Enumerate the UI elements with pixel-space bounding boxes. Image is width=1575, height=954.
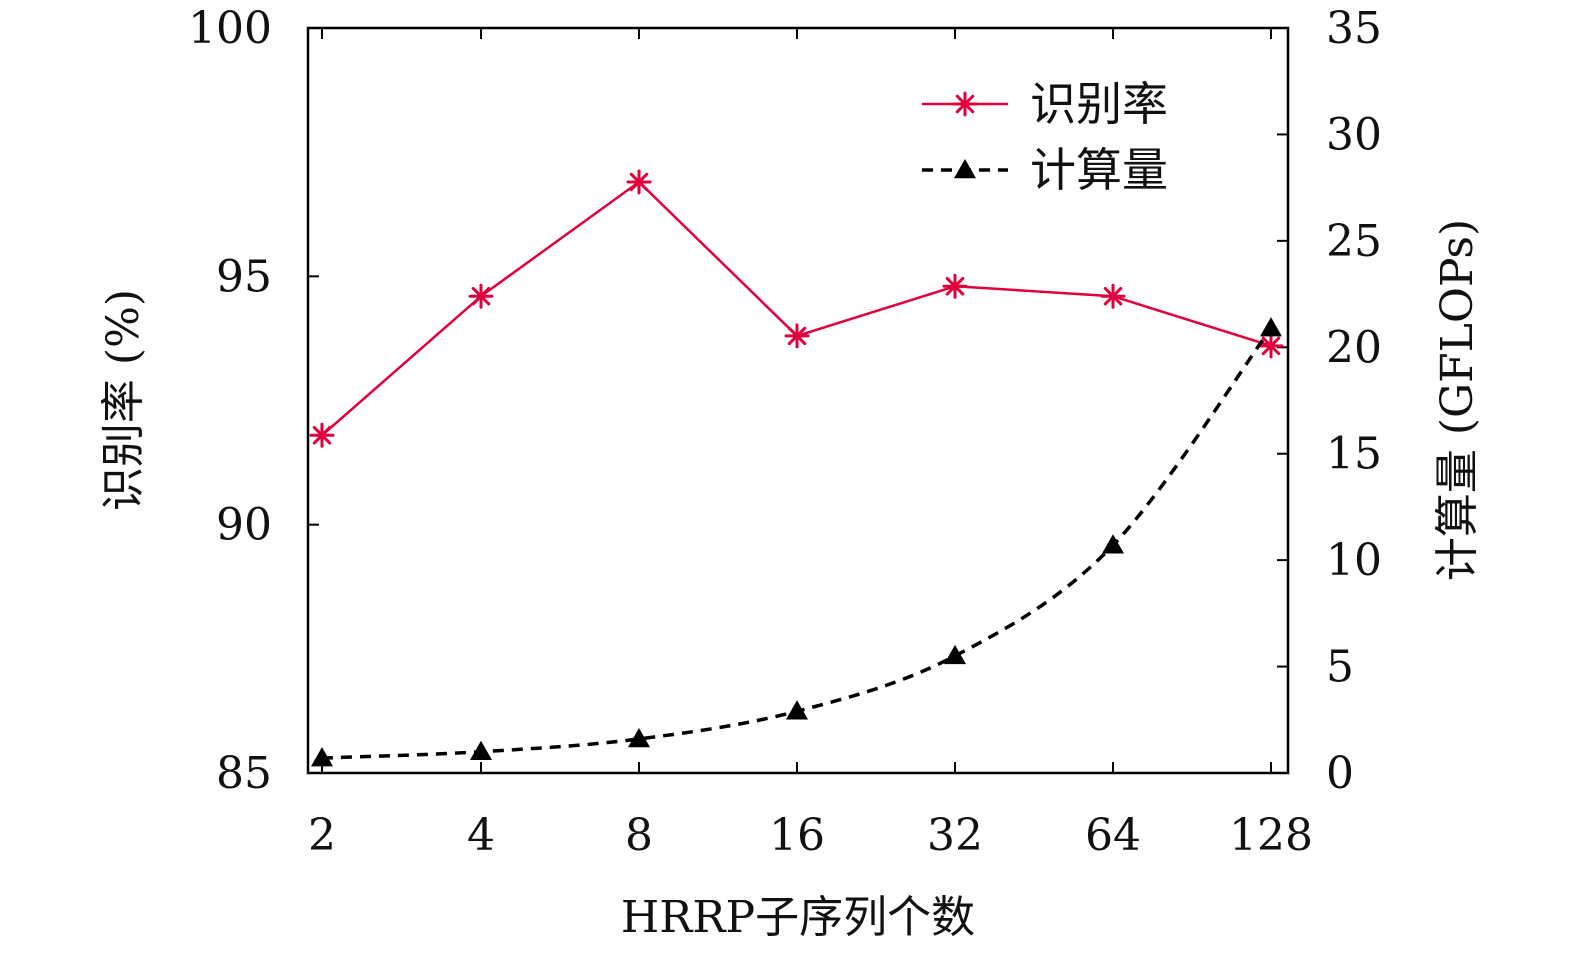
x-tick-label: 32 xyxy=(927,810,983,861)
asterisk-strokes xyxy=(309,422,335,448)
left-y-tick-label: 100 xyxy=(188,3,272,54)
legend-marker-computation xyxy=(954,159,976,179)
plot-frame xyxy=(306,26,1290,775)
x-tick-label: 8 xyxy=(625,810,653,861)
left-y-axis-title: 识别率 (%) xyxy=(98,289,149,511)
data-point-computation xyxy=(1102,534,1124,554)
x-tick-label: 2 xyxy=(308,810,336,861)
left-y-tick-label: 95 xyxy=(216,251,272,302)
legend-marker-recognition xyxy=(952,91,978,117)
asterisk-strokes xyxy=(942,273,968,299)
legend-label-computation: 计算量 xyxy=(1030,143,1168,197)
x-axis-title: HRRP子序列个数 xyxy=(621,892,975,943)
series-line-computation xyxy=(321,327,1273,760)
asterisk-strokes xyxy=(784,323,810,349)
data-point-computation xyxy=(311,747,333,767)
legend-asterisk xyxy=(952,91,978,117)
right-y-tick-label: 20 xyxy=(1326,322,1382,373)
right-y-tick-label: 35 xyxy=(1326,3,1382,54)
legend-triangle xyxy=(954,159,976,179)
asterisk-strokes xyxy=(952,91,978,117)
right-y-tick-label: 30 xyxy=(1326,109,1382,160)
right-y-tick-label: 10 xyxy=(1326,535,1382,586)
x-tick-label: 16 xyxy=(769,810,825,861)
data-point-computation xyxy=(786,700,808,720)
legend-label-recognition: 识别率 xyxy=(1030,77,1168,131)
right-y-axis-title: 计算量 (GFLOPs) xyxy=(1432,219,1483,581)
legend: 识别率 计算量 xyxy=(922,77,1168,197)
left-y-tick-label: 85 xyxy=(216,748,272,799)
asterisk-strokes xyxy=(1100,283,1126,309)
x-tick-label: 64 xyxy=(1085,810,1141,861)
ticks-layer: 2 4 8 16 32 64 128 85 90 95 100 0 5 10 15 20 25 30 35 xyxy=(188,3,1382,861)
data-point-recognition xyxy=(309,422,335,448)
right-y-tick-label: 25 xyxy=(1326,216,1382,267)
x-tick-label: 4 xyxy=(467,810,495,861)
right-y-tick-label: 15 xyxy=(1326,429,1382,480)
data-point-recognition xyxy=(1100,283,1126,309)
data-point-computation xyxy=(944,644,966,665)
x-tick-label: 128 xyxy=(1229,810,1313,861)
data-point-computation xyxy=(1260,317,1282,337)
data-point-computation xyxy=(470,740,492,760)
right-y-tick-label: 0 xyxy=(1326,748,1354,799)
series-line-recognition xyxy=(321,180,1272,437)
series-layer xyxy=(309,169,1284,767)
asterisk-strokes xyxy=(1258,333,1284,359)
right-y-tick-label: 5 xyxy=(1326,642,1354,693)
asterisk-strokes xyxy=(626,169,652,195)
data-point-computation xyxy=(628,727,650,748)
data-point-recognition xyxy=(468,283,494,309)
asterisk-strokes xyxy=(468,283,494,309)
data-point-recognition xyxy=(626,169,652,195)
data-point-recognition xyxy=(942,273,968,299)
data-point-recognition xyxy=(784,323,810,349)
left-y-tick-label: 90 xyxy=(216,500,272,551)
data-point-recognition xyxy=(1258,333,1284,359)
